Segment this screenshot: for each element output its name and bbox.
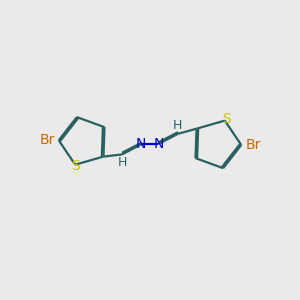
Text: H: H [173, 119, 182, 132]
Text: Br: Br [246, 138, 261, 152]
Text: S: S [222, 112, 231, 126]
Text: N: N [154, 136, 164, 151]
Text: Br: Br [40, 133, 55, 147]
Text: H: H [118, 156, 127, 169]
Text: S: S [71, 159, 80, 173]
Text: N: N [136, 136, 146, 151]
